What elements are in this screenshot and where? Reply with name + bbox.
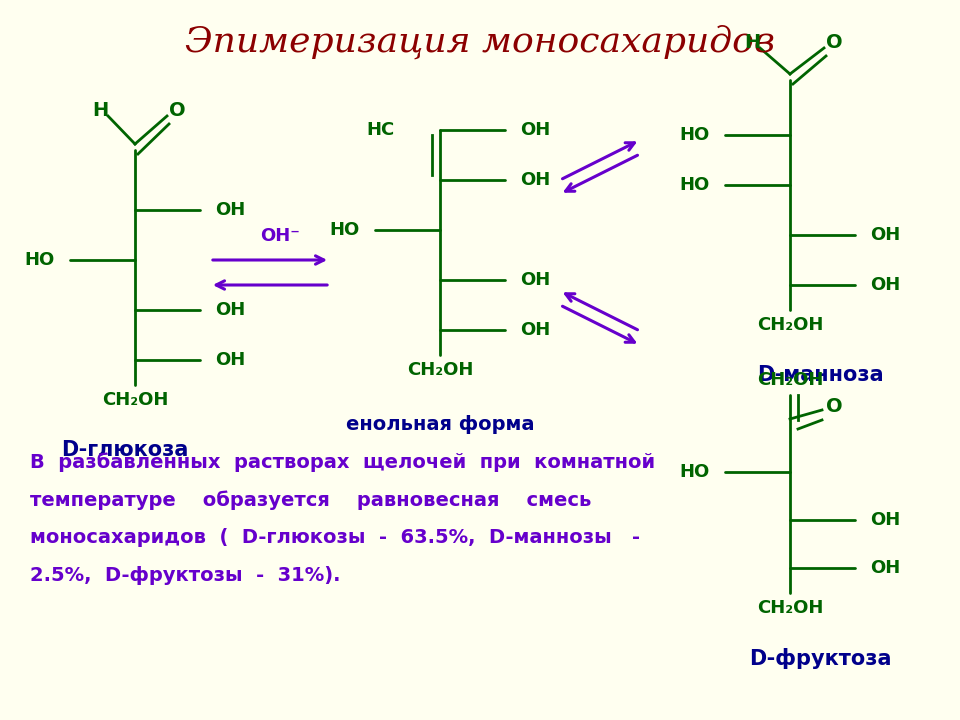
Text: В  разбавленных  растворах  щелочей  при  комнатной: В разбавленных растворах щелочей при ком… bbox=[30, 452, 655, 472]
Text: OH: OH bbox=[520, 321, 550, 339]
Text: 2.5%,  D-фруктозы  -  31%).: 2.5%, D-фруктозы - 31%). bbox=[30, 566, 341, 585]
Text: OH: OH bbox=[870, 511, 900, 529]
Text: моносахаридов  (  D-глюкозы  -  63.5%,  D-маннозы   -: моносахаридов ( D-глюкозы - 63.5%, D-ман… bbox=[30, 528, 640, 547]
Text: OH: OH bbox=[520, 171, 550, 189]
Text: OH: OH bbox=[870, 559, 900, 577]
Text: H: H bbox=[92, 101, 108, 120]
Text: Эпимеризация моносахаридов: Эпимеризация моносахаридов bbox=[185, 25, 775, 60]
Text: HO: HO bbox=[680, 126, 710, 144]
Text: D-фруктоза: D-фруктоза bbox=[749, 648, 891, 669]
Text: D-глюкоза: D-глюкоза bbox=[61, 440, 189, 460]
Text: CH₂OH: CH₂OH bbox=[407, 361, 473, 379]
Text: O: O bbox=[826, 397, 842, 416]
Text: CH₂OH: CH₂OH bbox=[102, 391, 168, 409]
Text: CH₂OH: CH₂OH bbox=[756, 316, 823, 334]
Text: енольная форма: енольная форма bbox=[346, 415, 535, 434]
Text: OH: OH bbox=[215, 201, 245, 219]
Text: HC: HC bbox=[367, 121, 395, 139]
Text: HO: HO bbox=[680, 463, 710, 481]
Text: D-манноза: D-манноза bbox=[756, 365, 883, 385]
Text: температуре    образуется    равновесная    смесь: температуре образуется равновесная смесь bbox=[30, 490, 591, 510]
Text: OH: OH bbox=[215, 301, 245, 319]
Text: OH: OH bbox=[520, 271, 550, 289]
Text: OH: OH bbox=[870, 276, 900, 294]
Text: HO: HO bbox=[25, 251, 55, 269]
Text: O: O bbox=[169, 101, 185, 120]
Text: OH⁻: OH⁻ bbox=[260, 227, 300, 245]
Text: OH: OH bbox=[215, 351, 245, 369]
Text: H: H bbox=[744, 32, 760, 52]
Text: CH₂OH: CH₂OH bbox=[756, 371, 823, 389]
Text: CH₂OH: CH₂OH bbox=[756, 599, 823, 617]
Text: OH: OH bbox=[520, 121, 550, 139]
Text: O: O bbox=[826, 32, 842, 52]
Text: HO: HO bbox=[680, 176, 710, 194]
Text: OH: OH bbox=[870, 226, 900, 244]
Text: HO: HO bbox=[329, 221, 360, 239]
